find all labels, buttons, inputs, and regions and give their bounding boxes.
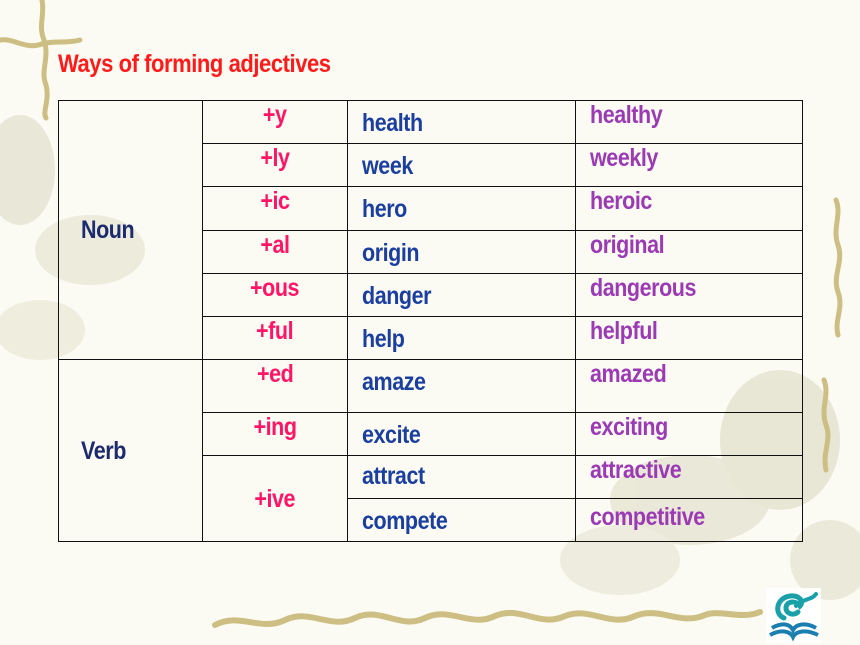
suffix-cell: +ful [202, 316, 348, 360]
base-word-text: hero [362, 195, 407, 223]
adjective-cell: healthy [575, 100, 803, 144]
base-word-cell: health [347, 100, 576, 144]
table-row: compete competitive [59, 498, 803, 542]
base-word-text: attract [362, 462, 425, 490]
suffix-cell: +ly [202, 143, 348, 187]
adjective-text: amazed [590, 360, 667, 388]
suffix-text: +ful [256, 317, 294, 345]
base-word-text: amaze [362, 368, 426, 396]
suffix-cell: +ic [202, 186, 348, 231]
adjective-cell: original [575, 230, 803, 274]
base-word-cell: amaze [347, 359, 576, 413]
base-word-cell: attract [347, 455, 576, 499]
adjective-text: healthy [590, 101, 663, 129]
suffix-cell: +al [202, 230, 348, 274]
base-word-cell: compete [347, 498, 576, 542]
base-word-text: week [362, 152, 413, 180]
base-word-cell: hero [347, 186, 576, 231]
adjective-cell: helpful [575, 316, 803, 360]
adjective-text: helpful [590, 317, 658, 345]
table-row: Verb +ed amaze amazed [58, 359, 803, 542]
page-title: Ways of forming adjectives [58, 50, 331, 78]
adjective-cell: weekly [575, 143, 803, 187]
adjective-text: competitive [590, 503, 705, 531]
suffix-cell: +y [202, 100, 348, 144]
suffix-text: +y [263, 101, 287, 129]
education-book-logo-icon [766, 588, 821, 643]
base-word-cell: excite [347, 412, 576, 456]
base-word-text: origin [362, 239, 420, 267]
adjective-text: attractive [590, 456, 682, 484]
suffix-cell: +ous [202, 273, 348, 317]
adjective-text: exciting [590, 413, 668, 441]
verb-category-cell: Verb [58, 359, 203, 542]
adjective-cell: competitive [575, 498, 803, 542]
category-label-noun: Noun [81, 216, 135, 244]
adjective-cell: attractive [575, 455, 803, 499]
category-label-verb: Verb [81, 436, 126, 465]
adjective-cell: dangerous [575, 273, 803, 317]
adjective-cell: exciting [575, 412, 803, 456]
suffix-text: +ly [260, 144, 290, 172]
base-word-cell: origin [347, 230, 576, 274]
suffix-text: +ic [260, 187, 290, 215]
adjective-text: original [590, 231, 665, 259]
base-word-text: excite [362, 421, 421, 449]
suffix-cell: +ing [202, 412, 348, 456]
suffix-cell: +ive [202, 455, 348, 542]
base-word-cell: danger [347, 273, 576, 317]
table-row: Noun +y health healthy [58, 100, 803, 360]
adjective-text: dangerous [590, 274, 697, 302]
base-word-text: compete [362, 507, 448, 535]
adjective-cell: amazed [575, 359, 803, 413]
table-row: +al origin original [59, 230, 803, 274]
adjective-text: heroic [590, 187, 652, 215]
adjective-formation-table: Noun +y health healthy +ly week weekly +… [58, 100, 803, 542]
suffix-text: +ive [254, 484, 296, 513]
table-row: +ive attract attractive [59, 455, 803, 542]
noun-category-cell: Noun [58, 100, 203, 360]
suffix-text: +ous [250, 274, 300, 302]
table-row: +ful help helpful [59, 316, 803, 360]
base-word-cell: help [347, 316, 576, 360]
suffix-text: +al [260, 231, 290, 259]
suffix-text: +ing [253, 413, 297, 441]
base-word-cell: week [347, 143, 576, 187]
adjective-text: weekly [590, 144, 658, 172]
base-word-text: health [362, 109, 423, 137]
base-word-text: danger [362, 282, 432, 310]
base-word-text: help [362, 325, 405, 353]
suffix-text: +ed [256, 360, 294, 388]
adjective-cell: heroic [575, 186, 803, 231]
suffix-cell: +ed [202, 359, 348, 413]
